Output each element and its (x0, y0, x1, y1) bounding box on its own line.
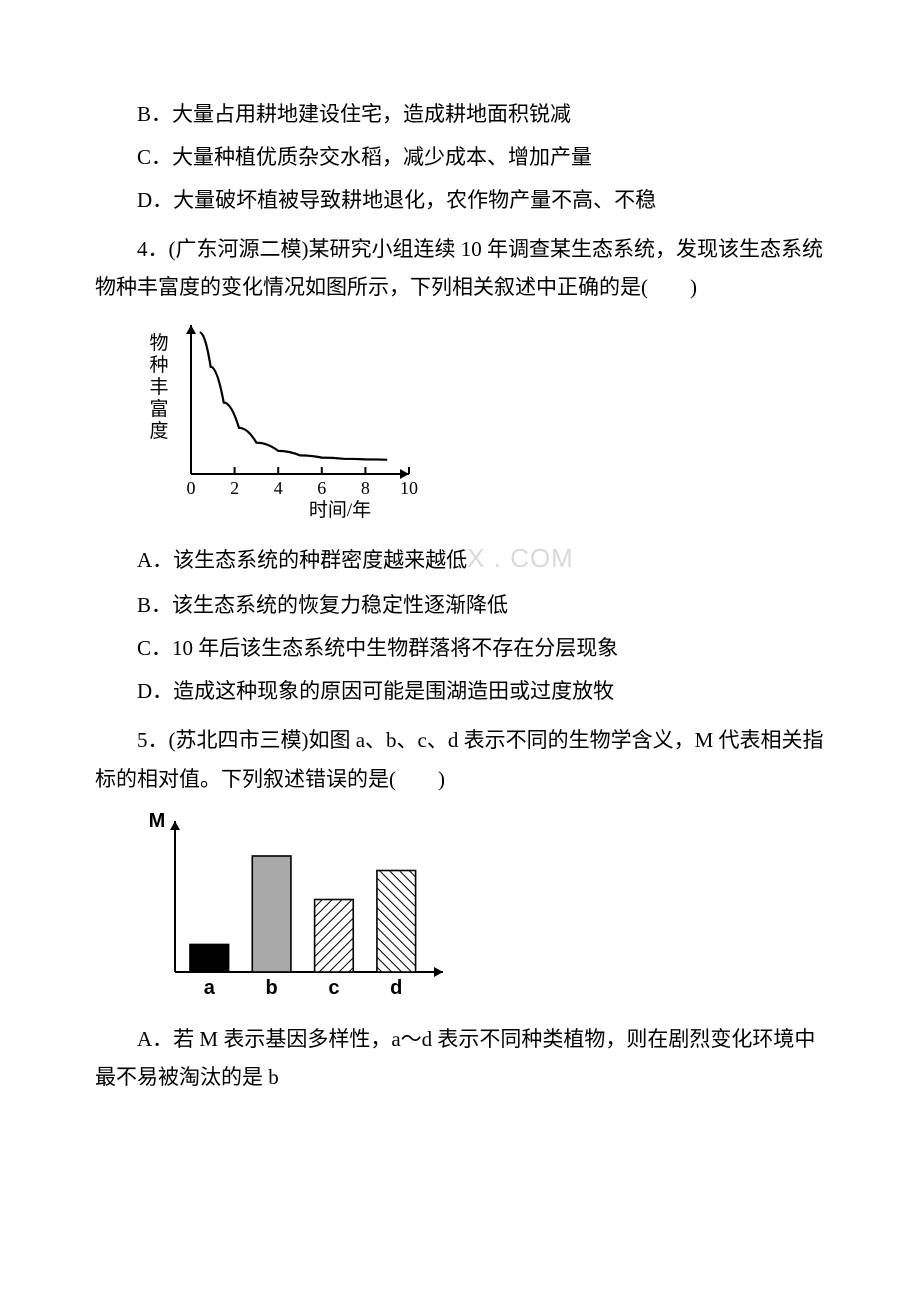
svg-text:2: 2 (230, 478, 239, 498)
svg-text:富: 富 (149, 398, 168, 420)
q4-option-a: A．该生态系统的种群密度越来越低X . COM (95, 534, 825, 582)
q4-option-d: D．造成这种现象的原因可能是围湖造田或过度放牧 (95, 672, 825, 711)
q3-option-b: B．大量占用耕地建设住宅，造成耕地面积锐减 (95, 95, 825, 134)
q4-option-c: C．10 年后该生态系统中生物群落将不存在分层现象 (95, 629, 825, 668)
svg-text:8: 8 (361, 478, 370, 498)
svg-text:a: a (204, 977, 216, 999)
svg-text:10: 10 (400, 478, 418, 498)
q5-stem: 5．(苏北四市三模)如图 a、b、c、d 表示不同的生物学含义，M 代表相关指标… (95, 721, 825, 799)
decay-curve-chart: 0 2 4 6 8 10 时间/年 物种丰富度 (137, 315, 427, 520)
q4-option-a-text: A．该生态系统的种群密度越来越低 (137, 548, 467, 572)
svg-text:种: 种 (149, 354, 168, 376)
q3-option-c: C．大量种植优质杂交水稻，减少成本、增加产量 (95, 138, 825, 177)
q3-option-d: D．大量破坏植被导致耕地退化，农作物产量不高、不稳 (95, 181, 825, 220)
svg-text:c: c (328, 977, 339, 999)
q4-option-b: B．该生态系统的恢复力稳定性逐渐降低 (95, 586, 825, 625)
svg-text:丰: 丰 (149, 376, 168, 398)
q4-stem: 4．(广东河源二模)某研究小组连续 10 年调查某生态系统，发现该生态系统物种丰… (95, 230, 825, 308)
svg-text:4: 4 (274, 478, 283, 498)
svg-text:6: 6 (317, 478, 326, 498)
svg-text:M: M (149, 810, 166, 832)
svg-text:度: 度 (149, 420, 168, 442)
bar-chart: Ma b c d (137, 807, 457, 1002)
svg-text:0: 0 (187, 478, 196, 498)
q4-figure: 0 2 4 6 8 10 时间/年 物种丰富度 (137, 315, 825, 520)
svg-text:b: b (265, 977, 277, 999)
svg-text:d: d (390, 977, 402, 999)
svg-text:物: 物 (149, 332, 168, 354)
svg-text:时间/年: 时间/年 (309, 499, 371, 520)
q5-figure: Ma b c d (137, 807, 825, 1002)
watermark-text: X . COM (467, 543, 574, 573)
q5-option-a: A．若 M 表示基因多样性，a～d 表示不同种类植物，则在剧烈变化环境中最不易被… (95, 1020, 825, 1098)
